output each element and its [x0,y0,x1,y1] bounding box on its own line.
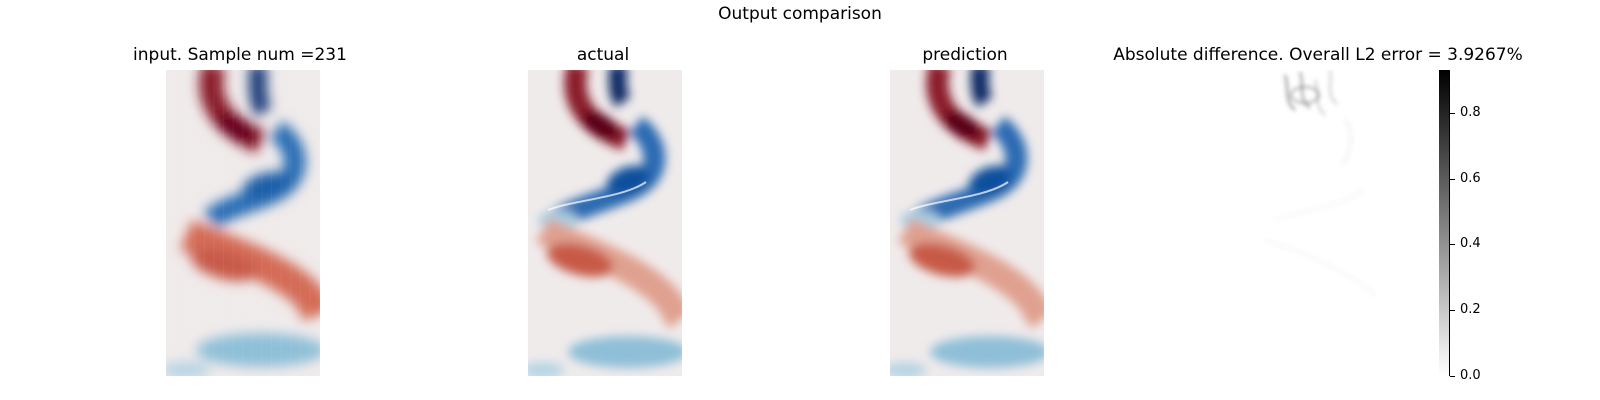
input-heatmap [166,70,320,376]
colorbar-tick [1450,376,1455,377]
prediction-heatmap [890,70,1044,376]
colorbar-tick [1450,310,1455,311]
colorbar [1439,70,1449,376]
colorbar-tick-label: 0.8 [1460,105,1481,120]
difference-heatmap [1245,70,1399,376]
difference-panel-title: Absolute difference. Overall L2 error = … [1113,45,1523,65]
input-panel-title: input. Sample num =231 [133,45,347,65]
actual-heatmap [528,70,682,376]
colorbar-tick-label: 0.4 [1460,236,1481,251]
colorbar-tick-label: 0.6 [1460,171,1481,186]
colorbar-axis [1449,70,1450,376]
colorbar-tick [1450,113,1455,114]
input-pixel-grid [175,70,320,376]
colorbar-tick-label: 0.0 [1460,368,1481,383]
colorbar-tick [1450,179,1455,180]
colorbar-tick-label: 0.2 [1460,302,1481,317]
prediction-panel-title: prediction [922,45,1008,65]
colorbar-tick [1450,244,1455,245]
figure-title: Output comparison [718,4,882,24]
actual-panel-title: actual [576,45,630,65]
